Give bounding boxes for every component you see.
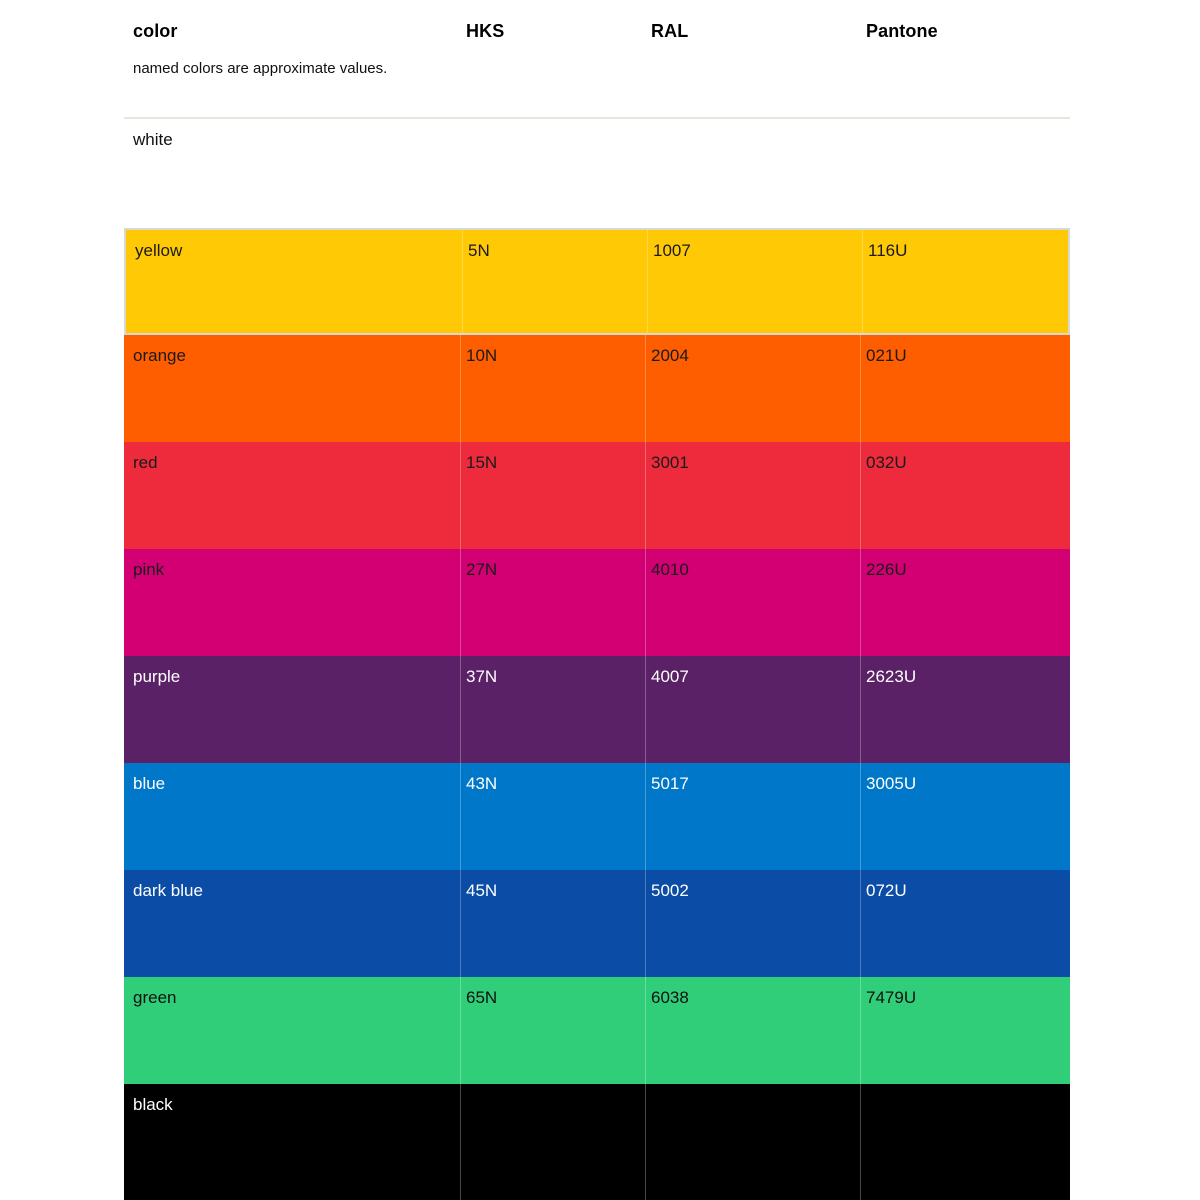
- hks-value: 45N: [460, 870, 645, 977]
- color-name: black: [133, 1095, 173, 1114]
- hks-value: 43N: [460, 763, 645, 870]
- column-header-color: color: [133, 21, 178, 41]
- color-name: blue: [133, 774, 166, 793]
- color-row-purple: purple 37N 4007 2623U: [124, 656, 1070, 763]
- color-name: red: [133, 453, 158, 472]
- color-name: green: [133, 988, 177, 1007]
- table-header: color HKS RAL Pantone: [124, 20, 1070, 43]
- column-header-hks: HKS: [466, 21, 505, 41]
- column-header-pantone: Pantone: [866, 21, 938, 41]
- ral-value: 4010: [645, 549, 860, 656]
- color-reference-sheet: color HKS RAL Pantone named colors are a…: [124, 0, 1070, 1200]
- pantone-value: 226U: [860, 549, 1070, 656]
- color-name: purple: [133, 667, 181, 686]
- color-name: dark blue: [133, 881, 203, 900]
- ral-value: 6038: [645, 977, 860, 1084]
- hks-value: 5N: [462, 230, 647, 333]
- color-row-orange: orange 10N 2004 021U: [124, 335, 1070, 442]
- pantone-value: 021U: [860, 335, 1070, 442]
- hks-value: 27N: [460, 549, 645, 656]
- pantone-value: 032U: [860, 442, 1070, 549]
- hks-value: 15N: [460, 442, 645, 549]
- color-name: white: [133, 130, 173, 149]
- column-header-ral: RAL: [651, 21, 689, 41]
- hks-value: 37N: [460, 656, 645, 763]
- color-name: orange: [133, 346, 186, 365]
- ral-value: 1007: [647, 230, 862, 333]
- pantone-value: 072U: [860, 870, 1070, 977]
- pantone-value: [860, 1084, 1070, 1200]
- color-row-black: black: [124, 1084, 1070, 1200]
- ral-value: 5017: [645, 763, 860, 870]
- ral-value: [645, 1084, 860, 1200]
- color-row-blue: blue 43N 5017 3005U: [124, 763, 1070, 870]
- divider-line: [124, 117, 1070, 119]
- ral-value: [645, 119, 860, 228]
- color-row-red: red 15N 3001 032U: [124, 442, 1070, 549]
- color-table-body: white yellow 5N 1007 116U orange 10N 200…: [124, 119, 1070, 1200]
- color-name: yellow: [135, 241, 183, 260]
- color-row-pink: pink 27N 4010 226U: [124, 549, 1070, 656]
- pantone-value: 116U: [862, 230, 1072, 333]
- hks-value: 10N: [460, 335, 645, 442]
- ral-value: 3001: [645, 442, 860, 549]
- ral-value: 4007: [645, 656, 860, 763]
- color-name: pink: [133, 560, 165, 579]
- color-row-green: green 65N 6038 7479U: [124, 977, 1070, 1084]
- pantone-value: 3005U: [860, 763, 1070, 870]
- hks-value: [460, 1084, 645, 1200]
- ral-value: 5002: [645, 870, 860, 977]
- color-row-dark-blue: dark blue 45N 5002 072U: [124, 870, 1070, 977]
- pantone-value: 2623U: [860, 656, 1070, 763]
- color-row-yellow: yellow 5N 1007 116U: [124, 228, 1070, 335]
- note-text: named colors are approximate values.: [133, 60, 388, 77]
- hks-value: 65N: [460, 977, 645, 1084]
- pantone-value: 7479U: [860, 977, 1070, 1084]
- pantone-value: [860, 119, 1070, 228]
- hks-value: [460, 119, 645, 228]
- ral-value: 2004: [645, 335, 860, 442]
- color-row-white: white: [124, 119, 1070, 228]
